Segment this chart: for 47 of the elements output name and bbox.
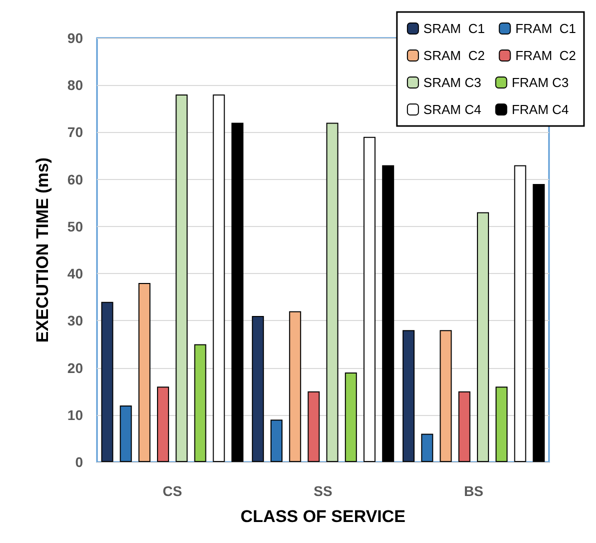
y-axis-title: EXECUTION TIME (ms) xyxy=(33,157,52,343)
legend-label: FRAM C4 xyxy=(512,102,569,117)
y-tick-label: 10 xyxy=(67,406,84,423)
legend-label: FRAM C1 xyxy=(515,21,576,36)
bar xyxy=(270,420,282,462)
bar xyxy=(344,372,357,462)
legend-label: FRAM C3 xyxy=(512,75,569,90)
legend-label: SRAM C1 xyxy=(423,21,485,36)
bar xyxy=(212,94,225,462)
bar xyxy=(514,165,526,462)
bar xyxy=(326,122,338,462)
bar xyxy=(402,330,415,462)
bar xyxy=(458,391,470,462)
legend-label: FRAM C2 xyxy=(515,48,576,63)
bar xyxy=(476,212,489,462)
bar xyxy=(382,165,394,462)
y-tick-label: 50 xyxy=(67,218,84,234)
y-tick-label: 0 xyxy=(75,454,84,470)
bar xyxy=(120,405,132,462)
bar xyxy=(289,311,302,462)
bar xyxy=(101,302,114,462)
legend-label: SRAM C4 xyxy=(423,102,482,117)
bar xyxy=(364,136,376,462)
bar xyxy=(308,391,320,462)
legend-label: SRAM C3 xyxy=(423,75,482,90)
x-tick-label: CS xyxy=(162,483,182,499)
bar xyxy=(138,282,150,462)
y-tick-label: 90 xyxy=(67,30,84,46)
bar xyxy=(252,316,264,462)
bar xyxy=(231,122,244,462)
y-tick-label: 30 xyxy=(67,312,84,329)
y-tick-label: 40 xyxy=(67,266,84,282)
y-tick-label: 60 xyxy=(67,171,84,188)
bar xyxy=(157,386,170,462)
x-tick-label: SS xyxy=(314,483,332,499)
bar xyxy=(194,344,206,462)
y-tick-label: 20 xyxy=(67,360,84,376)
legend-label: SRAM C2 xyxy=(423,48,485,63)
bar xyxy=(532,184,545,462)
bar xyxy=(176,94,188,462)
bar xyxy=(496,386,508,462)
x-axis-title: CLASS OF SERVICE xyxy=(240,507,406,526)
y-tick-label: 70 xyxy=(67,124,84,140)
y-tick-label: 80 xyxy=(67,77,84,94)
bar xyxy=(440,330,452,462)
x-tick-label: BS xyxy=(464,483,484,499)
bar xyxy=(421,434,434,462)
